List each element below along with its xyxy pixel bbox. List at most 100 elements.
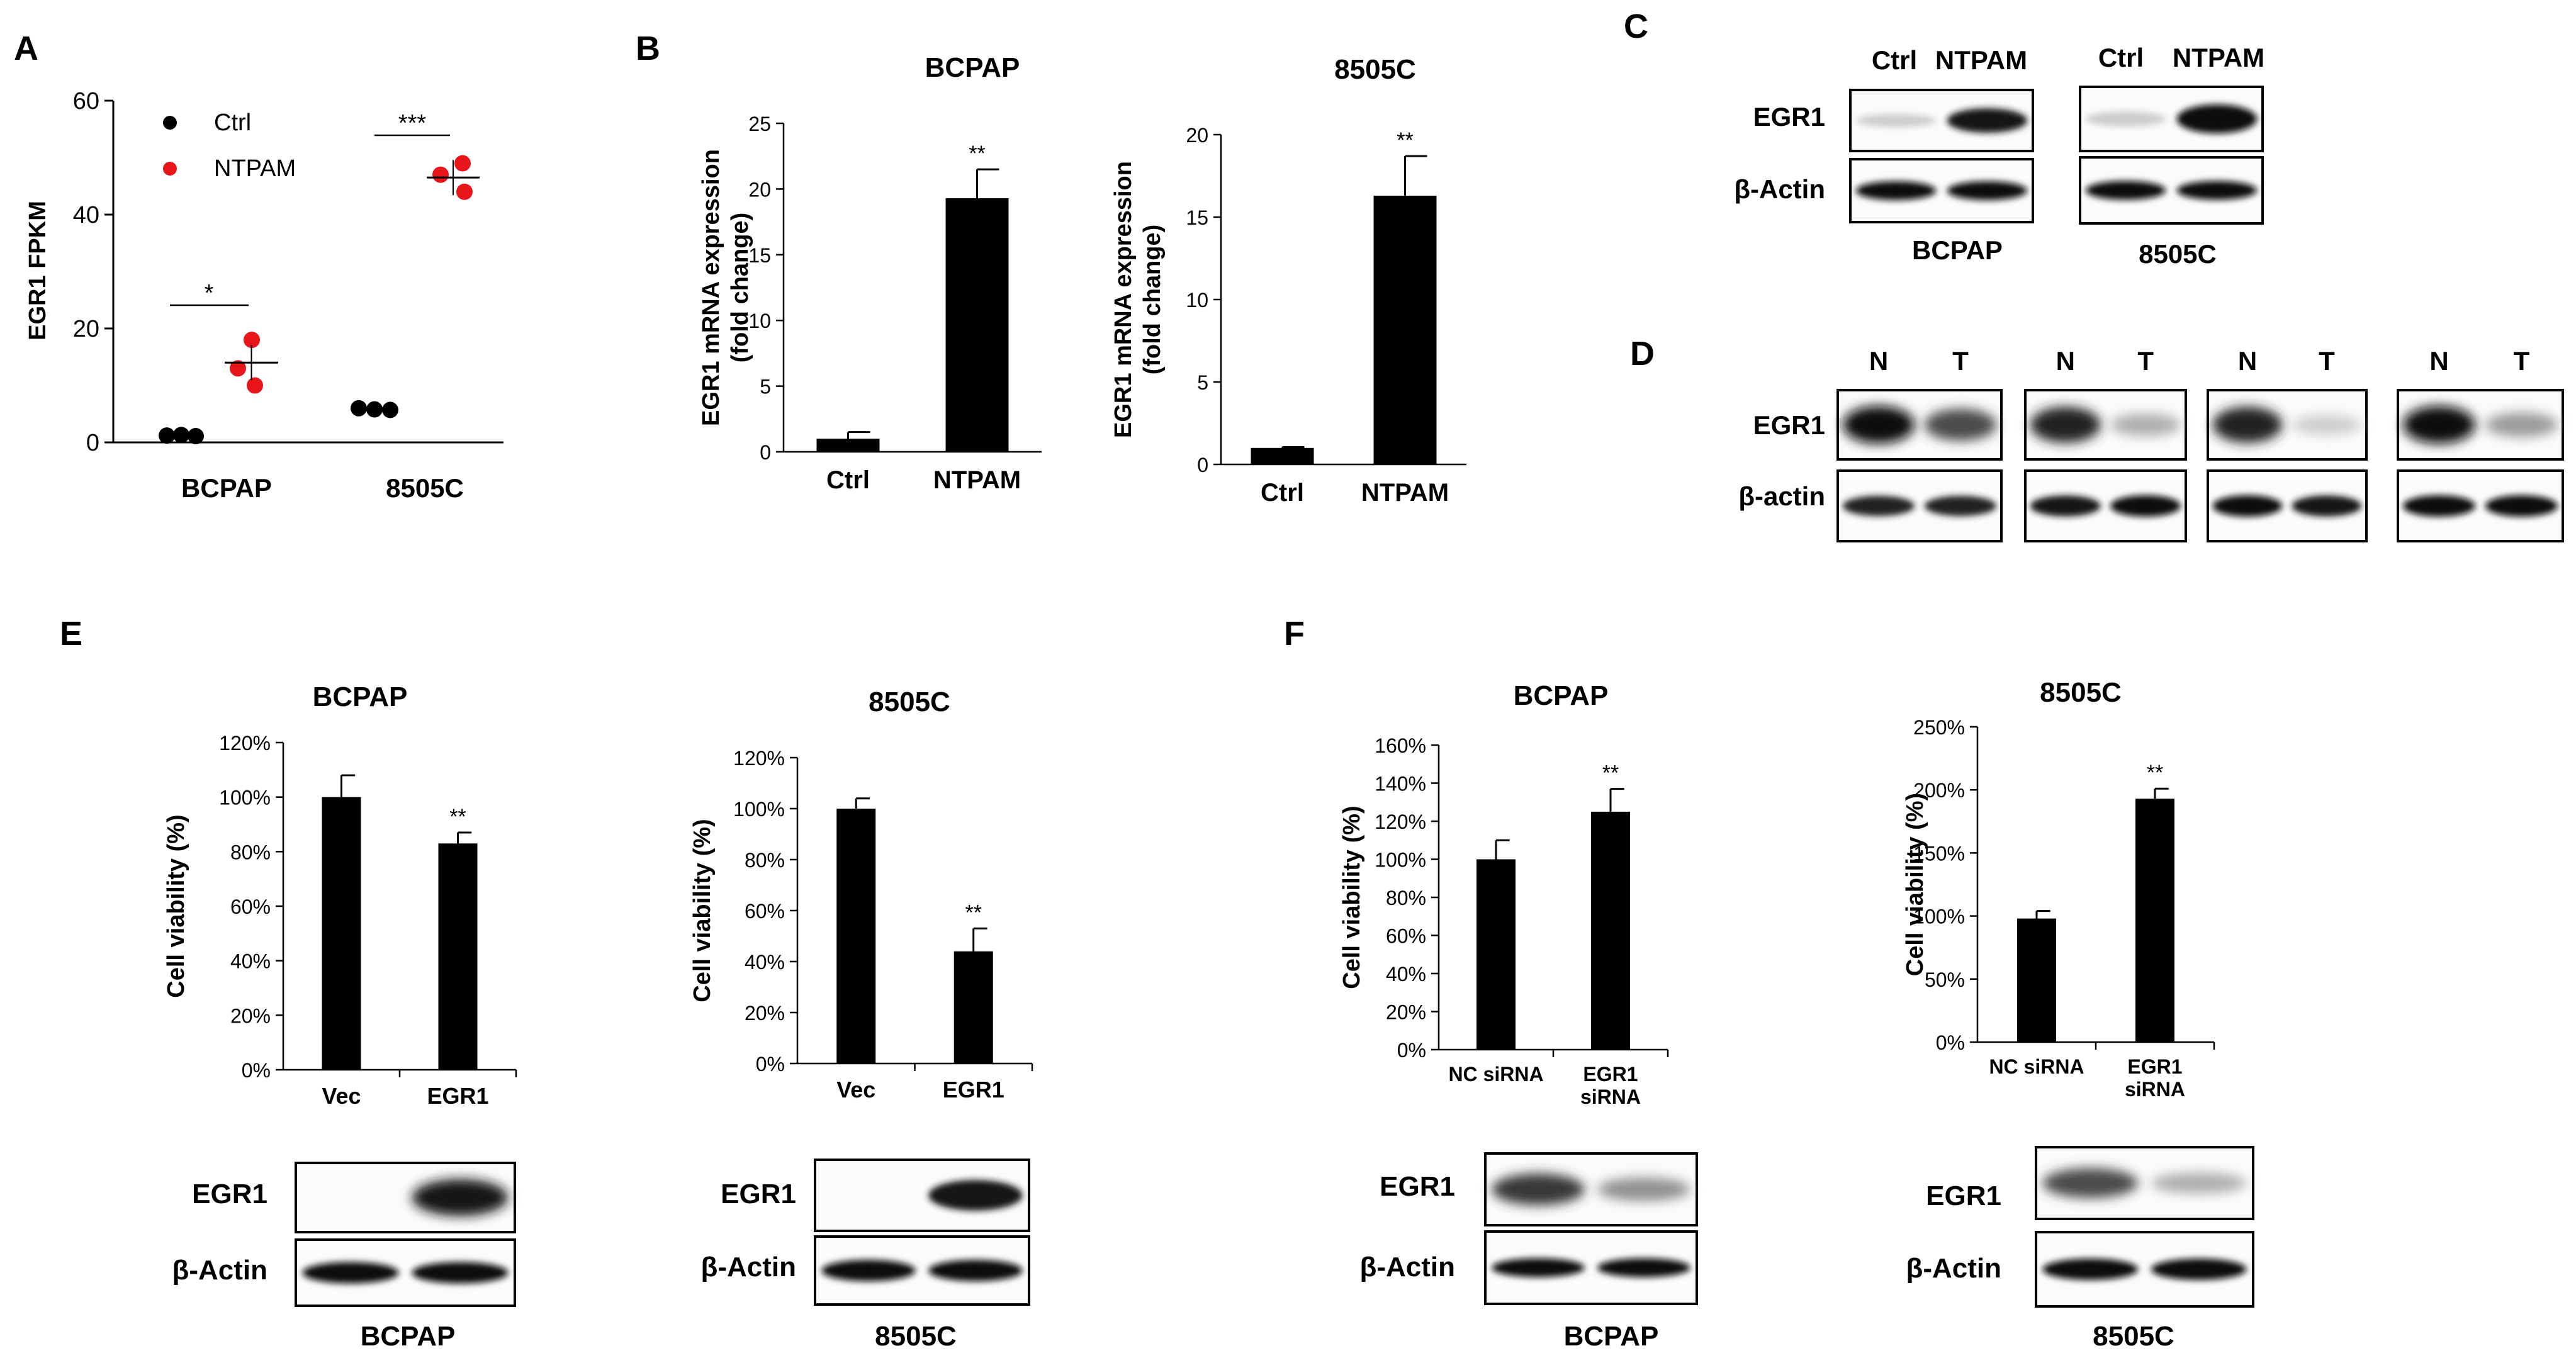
panel-letter-c: C	[1624, 8, 1648, 45]
y-tick-label: 0%	[756, 1053, 785, 1075]
blot-band	[2485, 412, 2558, 437]
panel-a-data-point	[188, 428, 204, 445]
blot-frame	[2397, 389, 2564, 461]
y-axis-label: EGR1 mRNA expression	[1110, 161, 1137, 438]
panel-a-points	[159, 155, 480, 445]
blot-band	[2042, 1259, 2139, 1280]
panel-e-western-blots: EGR1 β-Actin BCPAP EGR1 β-Actin 8505C	[172, 1159, 1030, 1352]
panel-a-data-point	[244, 332, 260, 349]
y-tick-label: 20	[748, 178, 771, 201]
panel-a-scatter-chart: 0 20 40 60 EGR1 FPKM BCPAP 8505C Ctrl NT…	[25, 88, 503, 503]
blot-lane-label: T	[2514, 346, 2530, 376]
category-label: siRNA	[1580, 1086, 1641, 1108]
blot-cell-label: 8505C	[2139, 239, 2217, 269]
panel-a-ytick: 20	[73, 316, 99, 342]
blot-band	[2212, 495, 2283, 517]
panel-a-data-point	[173, 427, 189, 444]
panel-a-data-point	[159, 427, 175, 444]
blot-band	[2292, 415, 2362, 435]
blot-band	[2292, 495, 2362, 517]
y-tick-label: 60%	[1386, 925, 1426, 948]
panel-a-data-point	[454, 155, 471, 172]
y-tick-label: 50%	[1925, 968, 1965, 991]
blot-band	[2085, 111, 2166, 127]
panel-a-y-ticks: 0 20 40 60	[73, 88, 99, 456]
y-tick-label: 150%	[1913, 842, 1965, 865]
panel-a-data-point	[366, 401, 383, 418]
y-axis-label: Cell viability (%)	[689, 819, 716, 1002]
blot-band	[1492, 1258, 1585, 1277]
blot-row-label: EGR1	[1926, 1181, 2001, 1211]
chart-title: 8505C	[2040, 677, 2122, 708]
y-tick-label: 80%	[1386, 887, 1426, 909]
bar	[438, 843, 478, 1070]
blot-row-label: β-Actin	[172, 1255, 267, 1286]
blot-row-label: EGR1	[1380, 1171, 1455, 1202]
significance-label: **	[1397, 128, 1413, 152]
y-tick-label: 60%	[745, 900, 785, 923]
y-tick-label: 40%	[1386, 963, 1426, 985]
y-tick-label: 100%	[1913, 906, 1965, 928]
blot-band	[1597, 1258, 1690, 1277]
y-tick-label: 10	[748, 310, 771, 332]
blot-lane-label: T	[1952, 346, 1969, 376]
category-label: siRNA	[2125, 1078, 2185, 1101]
category-label: EGR1	[943, 1077, 1004, 1103]
blot-band	[2085, 181, 2166, 200]
blot-cell-label: BCPAP	[1564, 1321, 1659, 1352]
category-label: Vec	[836, 1077, 875, 1103]
blot-row-label: β-actin	[1738, 481, 1825, 511]
panel-a-data-point	[230, 360, 246, 377]
blot-lane-label: T	[2137, 346, 2154, 376]
panel-letter-d: D	[1630, 335, 1655, 373]
blot-lane-label: N	[2238, 346, 2257, 376]
blot-lane-label: NTPAM	[2173, 43, 2264, 72]
panel-f-blot-images	[1484, 1146, 2254, 1308]
blot-lane-label: N	[1869, 346, 1888, 376]
blot-band	[2402, 495, 2476, 517]
y-tick-label: 15	[1186, 206, 1208, 229]
legend-ctrl-label: Ctrl	[214, 109, 251, 136]
panel-b-bcpap-bar-chart: 0 5 10 15 20 25 Ctrl NTPAM ** BCPAP EGR1 mRNA expr…	[698, 52, 1042, 494]
y-axis-label: (fold change)	[727, 213, 753, 363]
bar	[322, 797, 361, 1070]
y-tick-label: 250%	[1913, 716, 1965, 739]
bar	[836, 809, 876, 1063]
blot-band	[2485, 495, 2558, 517]
blot-band	[928, 1180, 1023, 1211]
y-axis-label: Cell viability (%)	[1902, 793, 1928, 976]
panel-a-group-label: BCPAP	[181, 473, 272, 503]
panel-a-ytick: 40	[73, 202, 99, 228]
significance-label: **	[1602, 761, 1619, 785]
blot-lane-label: Ctrl	[1872, 45, 1917, 75]
y-tick-label: 120%	[219, 732, 271, 755]
blot-band	[302, 1262, 399, 1284]
y-tick-label: 25	[748, 113, 771, 135]
panel-a-ytick: 60	[73, 88, 99, 115]
panel-f-western-blots: EGR1 β-Actin BCPAP EGR1 β-Actin 8505C	[1359, 1146, 2254, 1352]
y-tick-label: 5	[1197, 371, 1208, 394]
y-tick-label: 160%	[1375, 734, 1426, 757]
y-axis-label: Cell viability (%)	[1339, 805, 1365, 989]
y-tick-label: 10	[1186, 289, 1208, 311]
panel-a-data-point	[247, 377, 263, 394]
y-axis-label: EGR1 mRNA expression	[698, 149, 724, 426]
y-tick-label: 15	[748, 244, 771, 267]
legend-ctrl-marker	[163, 116, 177, 130]
chart-title: 8505C	[869, 687, 950, 717]
y-tick-label: 20%	[745, 1002, 785, 1024]
blot-band	[2176, 104, 2258, 133]
blot-lane-label: T	[2319, 346, 2335, 376]
significance-label: **	[2147, 761, 2163, 785]
legend-ntpam-marker	[163, 162, 177, 176]
bar	[945, 198, 1009, 452]
y-axis-label: Cell viability (%)	[163, 814, 189, 997]
blot-row-label: EGR1	[192, 1179, 267, 1209]
blot-row-label: β-Actin	[1906, 1253, 2001, 1284]
category-label: NTPAM	[1361, 479, 1449, 507]
blot-band	[1492, 1173, 1585, 1206]
blot-band	[2042, 1168, 2139, 1198]
panel-letter-f: F	[1284, 615, 1305, 653]
